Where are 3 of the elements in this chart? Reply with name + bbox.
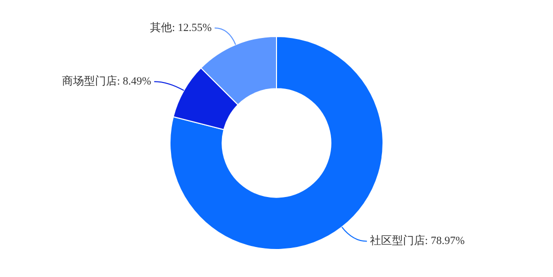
slice-label: 社区型门店: 78.97% (370, 234, 465, 248)
slice-label: 其他: 12.55% (150, 20, 212, 34)
slice-label: 商场型门店: 8.49% (62, 74, 152, 88)
